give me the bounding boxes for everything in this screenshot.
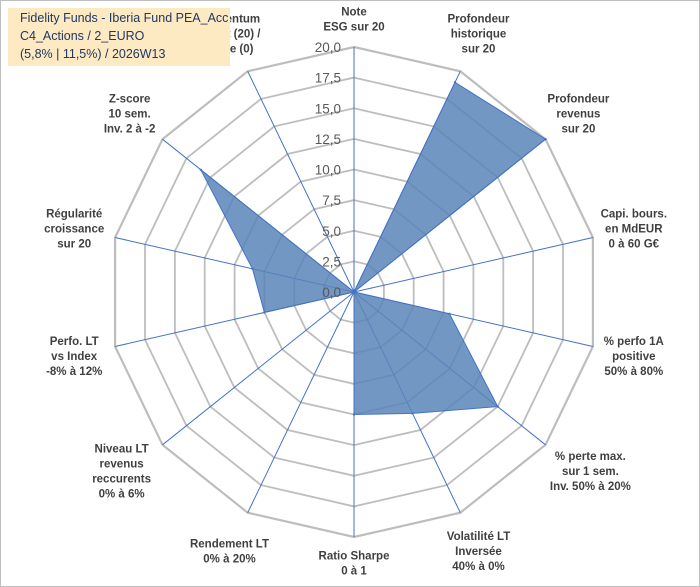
category-label-line: sur 20 xyxy=(561,123,595,135)
radar-spoke xyxy=(247,291,355,513)
category-label-line: revenus xyxy=(100,459,144,471)
category-label-line: 0% à 20% xyxy=(203,553,255,565)
category-label-line: Inv. 2 à -2 xyxy=(104,123,156,135)
series-area xyxy=(200,81,547,416)
category-label-line: en MdEUR xyxy=(605,223,663,235)
radar-spoke xyxy=(162,291,355,446)
category-label-line: Profondeur xyxy=(448,14,510,26)
radar-spoke xyxy=(247,71,355,293)
category-label-line: Rendement LT xyxy=(190,538,269,550)
radar-series xyxy=(199,81,547,416)
data-point xyxy=(448,312,451,315)
category-label: Z-score 10 sem. Inv. 2 à -2 xyxy=(104,93,156,135)
category-label-line: -8% à 12% xyxy=(46,366,102,378)
data-point xyxy=(496,405,499,408)
category-label-line: Inv. 50% à 20% xyxy=(550,481,631,493)
tick-label: 20,0 xyxy=(315,40,341,55)
category-label-line: 50% à 80% xyxy=(604,366,663,378)
category-label-line: historique xyxy=(451,29,507,41)
category-label-line: % perte max. xyxy=(555,451,626,463)
category-label: Profondeur historique sur 20 xyxy=(448,14,510,56)
category-label-line: Profondeur xyxy=(547,93,609,105)
category-label: Régularité croissance sur 20 xyxy=(44,208,104,250)
tick-label: 15,0 xyxy=(315,101,341,116)
title-line-fund: Fidelity Funds - Iberia Fund PEA_Acc xyxy=(20,11,229,25)
category-label-line: Z-score xyxy=(109,93,151,105)
category-label-line: 0 à 60 G€ xyxy=(609,238,660,250)
tick-label: 2,5 xyxy=(322,254,341,269)
tick-label: 10,0 xyxy=(315,163,341,178)
category-label-line: Niveau LT xyxy=(95,444,149,456)
radar-tick-labels: 0,0 2,5 5,0 7,5 10,0 12,5 15,0 17,5 20,0 xyxy=(315,40,341,300)
category-label-line: revenus xyxy=(556,108,600,120)
chart-title: Fidelity Funds - Iberia Fund PEA_Acc C4_… xyxy=(8,8,230,66)
category-label: Rendement LT 0% à 20% xyxy=(190,538,269,565)
data-point xyxy=(352,290,356,294)
category-label-line: Capi. bours. xyxy=(601,208,667,220)
category-label-line: Volatilité LT xyxy=(447,531,510,543)
data-point xyxy=(263,311,266,314)
category-label: % perfo 1A positive 50% à 80% xyxy=(604,336,664,378)
category-label: Capi. bours. en MdEUR 0 à 60 G€ xyxy=(601,208,667,250)
tick-label: 12,5 xyxy=(315,132,341,147)
title-line-category: C4_Actions / 2_EURO xyxy=(20,29,145,43)
category-label-line: Note xyxy=(341,7,367,19)
tick-label: 17,5 xyxy=(315,71,341,86)
category-label: Volatilité LT Inversée 40% à 0% xyxy=(447,531,510,573)
category-label-line: sur 1 sem. xyxy=(562,466,619,478)
radar-spoke xyxy=(353,237,594,293)
category-label-line: Régularité xyxy=(46,208,102,220)
category-label: Note ESG sur 20 xyxy=(323,7,384,34)
category-label-line: Perfo. LT xyxy=(50,336,99,348)
tick-label: 0,0 xyxy=(322,285,341,300)
category-label: Profondeur revenus sur 20 xyxy=(547,93,609,135)
title-line-stats: (5,8% | 11,5%) / 2026W13 xyxy=(20,47,166,61)
data-point xyxy=(453,81,457,84)
data-point xyxy=(251,267,254,270)
category-label-line: Ratio Sharpe xyxy=(319,551,390,563)
category-label: % perte max. sur 1 sem. Inv. 50% à 20% xyxy=(550,451,631,493)
category-label-line: reccurents xyxy=(92,474,151,486)
category-label-line: vs Index xyxy=(51,351,98,363)
category-label-line: Inversée xyxy=(455,546,502,558)
data-point xyxy=(352,413,356,416)
category-label-line: croissance xyxy=(44,223,104,235)
data-point xyxy=(411,412,414,415)
category-label-line: sur 20 xyxy=(462,44,496,56)
data-point xyxy=(199,168,202,171)
category-label-line: 0 à 1 xyxy=(341,566,367,578)
tick-label: 5,0 xyxy=(322,224,341,239)
category-label-line: 40% à 0% xyxy=(452,561,504,573)
category-label-line: positive xyxy=(612,351,655,363)
category-label: Niveau LT revenus reccurents 0% à 6% xyxy=(92,444,151,501)
category-label-line: 0% à 6% xyxy=(99,489,145,501)
category-label: Ratio Sharpe 0 à 1 xyxy=(319,551,390,578)
tick-label: 7,5 xyxy=(322,193,341,208)
data-point xyxy=(544,138,547,141)
category-label-line: % perfo 1A xyxy=(604,336,664,348)
category-label-line: 10 sem. xyxy=(108,108,150,120)
category-label-line: ESG sur 20 xyxy=(323,22,384,34)
category-label: Perfo. LT vs Index -8% à 12% xyxy=(46,336,102,378)
category-label-line: sur 20 xyxy=(57,238,91,250)
